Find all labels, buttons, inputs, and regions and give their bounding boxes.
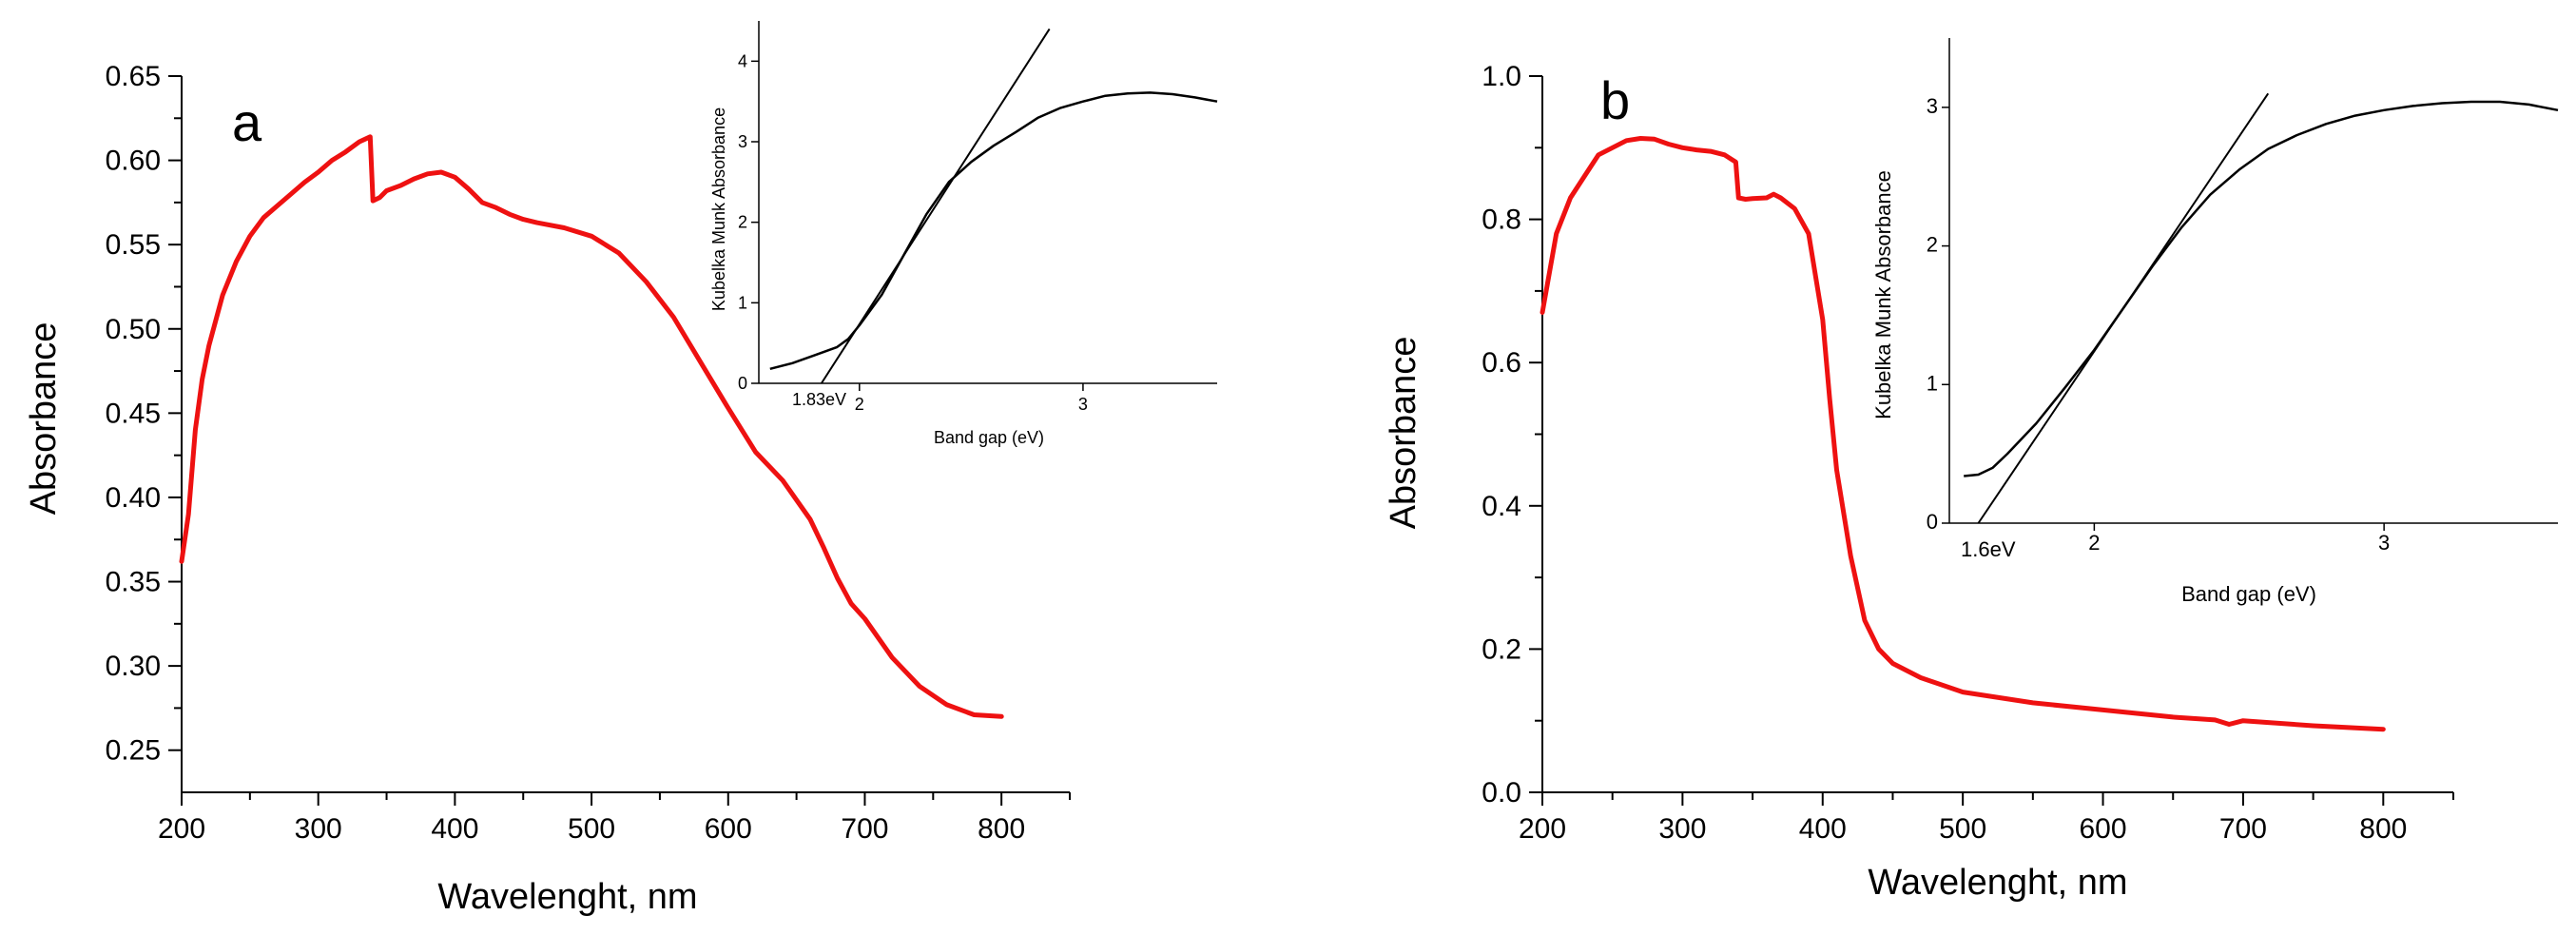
x-tick-label: 800	[978, 813, 1025, 845]
inset-y-tick-label: 2	[738, 213, 747, 232]
x-tick-label: 800	[2359, 813, 2407, 845]
x-tick-label: 300	[1658, 813, 1706, 845]
inset-y-ticks-a: 0 1 2 3 4	[738, 51, 759, 393]
x-tick-label: 300	[295, 813, 342, 845]
y-tick-label: 0.60	[106, 146, 161, 177]
inset-y-axis-title-b: Kubelka Munk Absorbance	[1871, 170, 1895, 419]
inset-x-tick-label: 3	[2378, 531, 2390, 555]
kubelka-munk-line	[769, 91, 1218, 371]
y-axis-title-a: Absorbance	[24, 322, 64, 516]
x-tick-label: 400	[431, 813, 478, 845]
absorbance-line	[179, 134, 1004, 719]
inset-series-a	[769, 28, 1218, 384]
panel-label-a: a	[232, 92, 262, 152]
inset-x-tick-label: 3	[1078, 395, 1088, 414]
y-tick-label: 0.50	[106, 314, 161, 345]
inset-y-tick-label: 1	[738, 293, 747, 312]
x-tick-label: 500	[568, 813, 615, 845]
inset-y-tick-label: 2	[1927, 233, 1938, 257]
y-tick-label: 0.0	[1482, 777, 1521, 808]
y-axis-title-b: Absorbance	[1384, 337, 1424, 530]
x-ticks-b: 200 300 400 500 600 700 800	[1519, 792, 2454, 845]
inset-x-axis-title-a: Band gap (eV)	[934, 428, 1044, 447]
series-a	[179, 134, 1004, 719]
inset-y-axis-title-a: Kubelka Munk Absorbance	[709, 107, 728, 311]
y-tick-label: 0.40	[106, 482, 161, 514]
y-ticks-a: 0.25 0.30 0.35 0.40 0.45 0.50 0.55 0.60 0.65	[106, 61, 182, 767]
inset-y-tick-label: 3	[738, 132, 747, 151]
inset-y-tick-label: 0	[1927, 510, 1938, 534]
panel-label-b: b	[1600, 70, 1630, 130]
chart-b: b Absorbance Wavelenght, nm 0.0 0.2 0.4 0.6…	[1384, 38, 2559, 903]
y-tick-label: 0.4	[1482, 491, 1521, 522]
inset-x-tick-label: 2	[855, 395, 864, 414]
inset-y-ticks-b: 0 1 2 3	[1927, 94, 1949, 534]
inset-series-b	[1964, 92, 2559, 524]
y-tick-label: 0.30	[106, 651, 161, 682]
y-tick-label: 0.45	[106, 398, 161, 429]
y-tick-label: 0.6	[1482, 347, 1521, 379]
x-tick-label: 200	[158, 813, 205, 845]
y-tick-label: 0.35	[106, 567, 161, 598]
y-tick-label: 1.0	[1482, 61, 1521, 92]
x-tick-label: 600	[705, 813, 752, 845]
inset-y-tick-label: 4	[738, 51, 747, 70]
y-tick-label: 0.65	[106, 61, 161, 92]
absorbance-line	[1540, 136, 2386, 732]
y-ticks-b: 0.0 0.2 0.4 0.6 0.8 1.0	[1482, 61, 1542, 808]
y-tick-label: 0.2	[1482, 633, 1521, 665]
inset-x-tick-label: 2	[2088, 531, 2100, 555]
inset-y-tick-label: 1	[1927, 371, 1938, 395]
x-axis-title-a: Wavelenght, nm	[437, 877, 697, 917]
y-tick-label: 0.55	[106, 229, 161, 261]
inset-y-tick-label: 0	[738, 374, 747, 393]
x-tick-label: 600	[2080, 813, 2127, 845]
y-tick-label: 0.25	[106, 735, 161, 767]
x-tick-label: 500	[1939, 813, 1986, 845]
y-tick-label: 0.8	[1482, 205, 1521, 236]
tangent-fit-line	[820, 28, 1051, 384]
inset-y-tick-label: 3	[1927, 94, 1938, 118]
x-tick-label: 700	[2219, 813, 2267, 845]
tangent-fit-line	[1977, 92, 2270, 524]
series-b	[1540, 136, 2386, 732]
x-tick-label: 700	[841, 813, 888, 845]
x-axis-title-b: Wavelenght, nm	[1868, 863, 2127, 903]
chart-a: a Absorbance Wavelenght, nm 0.25 0.30 0.35…	[24, 21, 1218, 917]
inset-annotation-a: 1.83eV	[792, 390, 846, 409]
x-tick-label: 200	[1519, 813, 1566, 845]
inset-annotation-b: 1.6eV	[1961, 537, 2016, 561]
x-ticks-a: 200 300 400 500 600 700 800	[158, 792, 1071, 845]
inset-x-axis-title-b: Band gap (eV)	[2181, 582, 2316, 606]
x-tick-label: 400	[1799, 813, 1847, 845]
kubelka-munk-line	[1964, 100, 2559, 477]
